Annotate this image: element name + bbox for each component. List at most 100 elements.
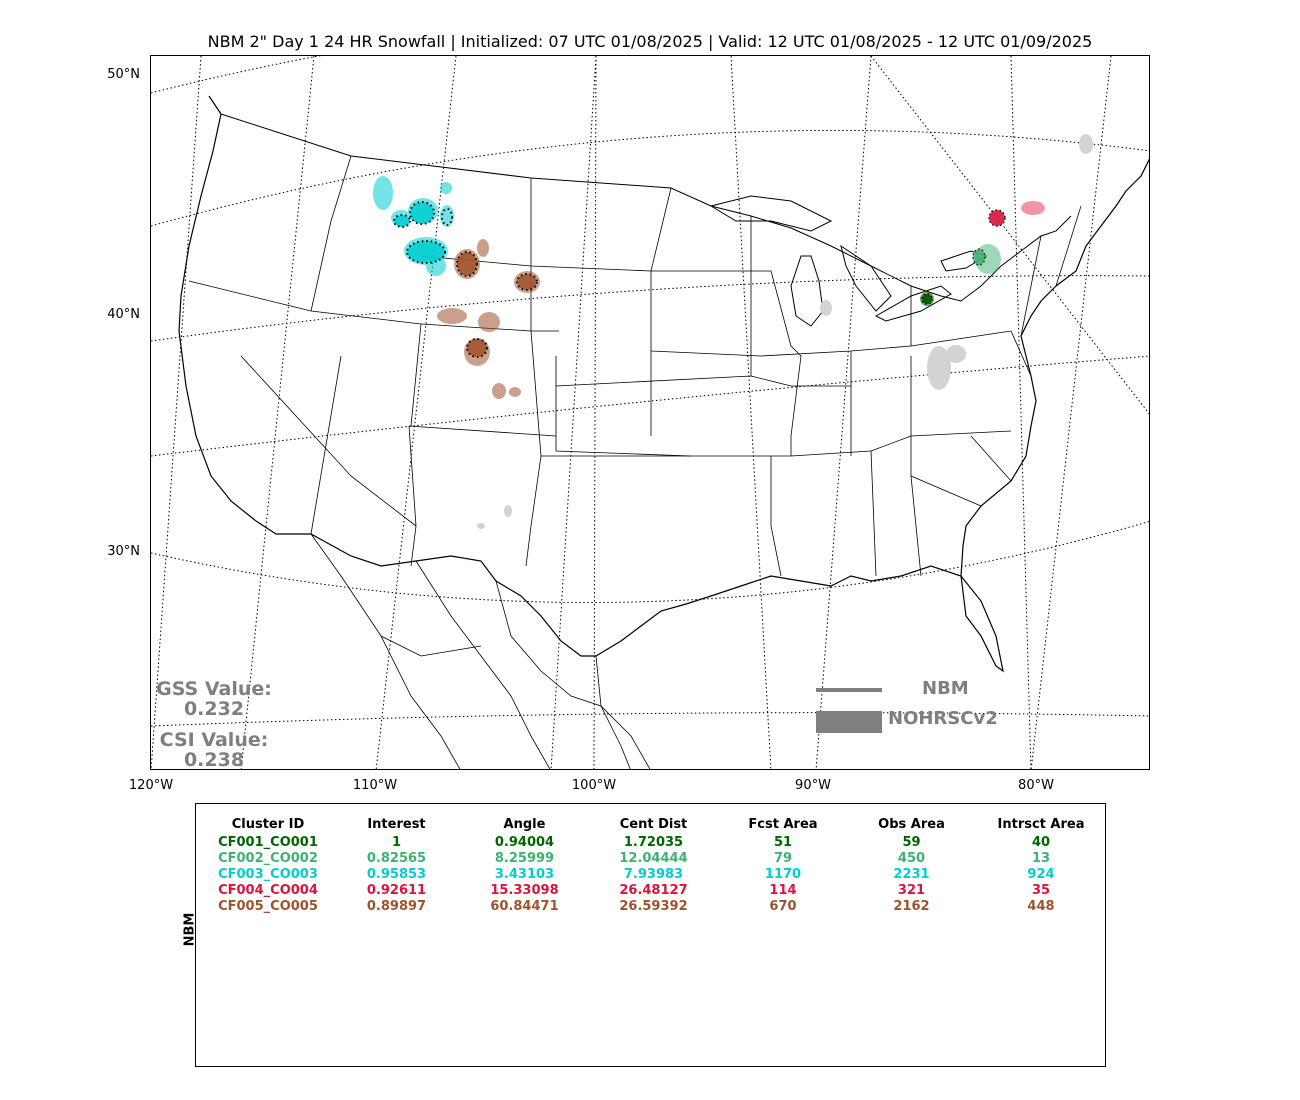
table-ylabel: NBM bbox=[182, 912, 198, 947]
cell-obs-area: 2162 bbox=[893, 898, 930, 914]
cf005-fcst bbox=[457, 252, 537, 357]
cell-intrsct-area: 13 bbox=[1031, 850, 1051, 866]
cell-intrsct-area: 40 bbox=[1031, 834, 1051, 850]
cell-angle: 60.84471 bbox=[490, 898, 559, 914]
header-angle: Angle bbox=[503, 816, 546, 832]
meridian-115w bbox=[240, 56, 315, 769]
cell-interest: 0.92611 bbox=[366, 882, 427, 898]
border-us-canada bbox=[220, 113, 1072, 302]
cf005-obs bbox=[437, 239, 540, 399]
cell-cent-dist: 26.48127 bbox=[619, 882, 688, 898]
cell-interest: 0.89897 bbox=[366, 898, 427, 914]
meridian-90w bbox=[815, 56, 872, 769]
parallel-50n bbox=[151, 56, 322, 94]
cell-angle: 15.33098 bbox=[490, 882, 559, 898]
lake-huron bbox=[840, 244, 892, 312]
cell-interest: 0.95853 bbox=[366, 866, 427, 882]
cf005-intersect bbox=[456, 251, 538, 358]
table-row: CF005_CO005 0.89897 60.84471 26.59392 67… bbox=[206, 898, 1104, 914]
meridian-105w bbox=[550, 56, 597, 769]
parallel-40n bbox=[151, 275, 1149, 342]
table-row: CF004_CO004 0.92611 15.33098 26.48127 11… bbox=[206, 882, 1104, 898]
cell-cluster-id: CF003_CO003 bbox=[218, 866, 318, 882]
legend-nohrsc-patch bbox=[816, 711, 882, 733]
lon-label-80w: 80°W bbox=[1018, 778, 1054, 793]
table-row: CF002_CO002 0.82565 8.25999 12.04444 79 … bbox=[206, 850, 1104, 866]
header-cent-dist: Cent Dist bbox=[619, 816, 688, 832]
meridian-120w bbox=[151, 56, 202, 769]
cell-cent-dist: 26.59392 bbox=[619, 898, 688, 914]
cell-intrsct-area: 924 bbox=[1027, 866, 1055, 882]
cell-obs-area: 450 bbox=[897, 850, 926, 866]
header-obs-area: Obs Area bbox=[878, 816, 945, 832]
cf003-intersect bbox=[393, 201, 453, 264]
cluster-cf002 bbox=[972, 244, 1001, 274]
cell-cent-dist: 7.93983 bbox=[623, 866, 684, 882]
lon-label-90w: 90°W bbox=[795, 778, 831, 793]
lake-michigan bbox=[790, 255, 824, 327]
table-row: CF003_CO003 0.95853 3.43103 7.93983 1170… bbox=[206, 866, 1104, 882]
cell-fcst-area: 670 bbox=[769, 898, 797, 914]
cell-fcst-area: 1170 bbox=[764, 866, 802, 882]
meridian-95w bbox=[730, 56, 772, 769]
meridian-110w bbox=[375, 56, 457, 769]
stats-table: Cluster ID Interest Angle Cent Dist Fcst… bbox=[206, 814, 1104, 914]
cell-interest: 0.82565 bbox=[366, 850, 427, 866]
cell-angle: 3.43103 bbox=[494, 866, 555, 882]
cell-obs-area: 59 bbox=[902, 834, 921, 850]
cell-angle: 8.25999 bbox=[494, 850, 555, 866]
cluster-cf001 bbox=[920, 292, 934, 306]
conus-outline bbox=[178, 95, 1149, 673]
header-fcst-area: Fcst Area bbox=[748, 816, 818, 832]
parallel-25n bbox=[151, 712, 1149, 727]
cell-obs-area: 2231 bbox=[893, 866, 930, 882]
cell-interest: 1 bbox=[391, 834, 402, 850]
stats-panel: NBM Cluster ID Interest Angle Cent Dist … bbox=[183, 803, 1106, 1067]
lat-label-30: 30°N bbox=[107, 544, 140, 559]
legend-nbm-line bbox=[816, 688, 882, 692]
chart-title: NBM 2" Day 1 24 HR Snowfall | Initialize… bbox=[207, 32, 1093, 51]
meridian-75w bbox=[870, 56, 1149, 415]
csi-value: 0.238 bbox=[183, 749, 245, 770]
cluster-cf005 bbox=[437, 239, 540, 399]
table-header-row: Cluster ID Interest Angle Cent Dist Fcst… bbox=[206, 814, 1104, 834]
meridian-100w bbox=[593, 56, 597, 769]
parallel-35n bbox=[151, 355, 1149, 457]
header-intrsct-area: Intrsct Area bbox=[997, 816, 1085, 832]
cell-obs-area: 321 bbox=[897, 882, 926, 898]
cell-cent-dist: 12.04444 bbox=[619, 850, 688, 866]
unmatched-obs-areas bbox=[477, 134, 1093, 529]
meridian-80w bbox=[1030, 56, 1112, 769]
table-row: CF001_CO001 1 0.94004 1.72035 51 59 40 bbox=[206, 834, 1104, 850]
cell-intrsct-area: 35 bbox=[1031, 882, 1051, 898]
cell-cluster-id: CF002_CO002 bbox=[218, 850, 318, 866]
state-boundaries bbox=[188, 155, 1082, 577]
csi-label: CSI Value: bbox=[159, 729, 269, 751]
cluster-cf003 bbox=[373, 176, 454, 276]
lat-label-50: 50°N bbox=[107, 67, 140, 82]
cell-cluster-id: CF001_CO001 bbox=[218, 834, 318, 850]
cell-angle: 0.94004 bbox=[494, 834, 555, 850]
conus-map bbox=[151, 56, 1149, 769]
legend-nbm-label: NBM bbox=[922, 678, 969, 699]
lon-label-120w: 120°W bbox=[128, 778, 174, 793]
header-interest: Interest bbox=[367, 816, 426, 832]
lon-label-110w: 110°W bbox=[352, 778, 398, 793]
lat-label-40: 40°N bbox=[107, 307, 140, 322]
cell-fcst-area: 114 bbox=[769, 882, 797, 898]
parallel-30n bbox=[151, 521, 1149, 603]
graticule bbox=[151, 56, 1149, 769]
cell-intrsct-area: 448 bbox=[1027, 898, 1055, 914]
cell-cluster-id: CF004_CO004 bbox=[218, 882, 318, 898]
cell-fcst-area: 51 bbox=[773, 834, 793, 850]
header-cluster-id: Cluster ID bbox=[231, 816, 305, 832]
cf003-fcst bbox=[394, 202, 445, 263]
meridian-85w bbox=[1010, 56, 1032, 769]
cell-fcst-area: 79 bbox=[773, 850, 793, 866]
cell-cluster-id: CF005_CO005 bbox=[218, 898, 318, 914]
lake-superior bbox=[709, 195, 833, 232]
parallel-45n bbox=[151, 129, 1149, 227]
gss-label: GSS Value: bbox=[156, 678, 272, 700]
cluster-cf004 bbox=[988, 201, 1045, 227]
lon-label-100w: 100°W bbox=[571, 778, 617, 793]
